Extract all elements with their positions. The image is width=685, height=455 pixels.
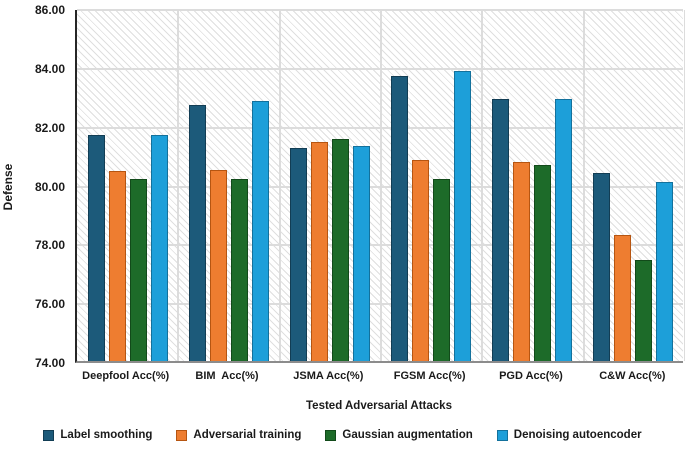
x-category-label: PGD Acc(%) (499, 370, 563, 382)
legend-item: Adversarial training (176, 429, 301, 441)
gridline (582, 10, 585, 361)
legend-label: Denoising autoencoder (513, 429, 642, 441)
bar (453, 71, 471, 361)
y-tick-label: 78.00 (34, 238, 65, 253)
bar (411, 159, 429, 361)
legend-swatch-icon (325, 429, 337, 441)
bar (188, 105, 206, 361)
bar (533, 165, 551, 361)
x-category-label: JSMA Acc(%) (293, 370, 364, 382)
legend-swatch-icon (43, 429, 55, 441)
bar (613, 234, 631, 361)
legend: Label smoothing Adversarial training Gauss… (0, 429, 685, 441)
legend-label: Gaussian augmentation (342, 429, 473, 441)
legend-swatch-icon (496, 429, 508, 441)
gridline (481, 10, 484, 361)
bar (209, 169, 227, 361)
bar (655, 181, 673, 361)
legend-label: Adversarial training (193, 429, 302, 441)
y-tick-label: 76.00 (34, 297, 65, 312)
gridline (177, 10, 180, 361)
legend-item: Label smoothing (43, 429, 152, 441)
legend-label: Label smoothing (60, 429, 153, 441)
bar (432, 178, 450, 361)
x-axis-title: Tested Adversarial Attacks (306, 400, 452, 412)
bar-group (77, 10, 178, 361)
plot-area (75, 9, 685, 363)
bar (230, 178, 248, 361)
bar (390, 75, 408, 361)
y-tick-label: 84.00 (34, 61, 65, 76)
bar (331, 138, 349, 361)
bar (352, 146, 370, 361)
y-tick-label: 80.00 (34, 179, 65, 194)
x-category-label: Deepfool Acc(%) (82, 370, 170, 382)
x-axis-category-labels: Deepfool Acc(%) BIM Acc(%) JSMA Acc(%) FGSM… (75, 370, 683, 382)
y-tick-label: 86.00 (34, 3, 65, 17)
x-category-label: FGSM Acc(%) (393, 370, 466, 382)
bar-groups (77, 10, 683, 361)
legend-item: Gaussian augmentation (325, 429, 473, 441)
legend-swatch-icon (176, 429, 188, 441)
bar (129, 178, 147, 361)
bar (289, 147, 307, 361)
bar-group (279, 10, 380, 361)
bar (251, 100, 269, 361)
legend-item: Denoising autoencoder (496, 429, 642, 441)
bar (592, 172, 610, 361)
bar-group (582, 10, 683, 361)
y-tick-label: 82.00 (34, 120, 65, 135)
bar-group (178, 10, 279, 361)
bar (512, 162, 530, 361)
bar (310, 141, 328, 361)
bar (87, 134, 105, 361)
bar (150, 134, 168, 361)
bar (634, 259, 652, 361)
bar-group (380, 10, 481, 361)
y-tick-label: 74.00 (34, 356, 65, 370)
gridline (278, 10, 281, 361)
y-axis-title: Defense (1, 163, 15, 211)
x-category-label: C&W Acc(%) (599, 370, 666, 382)
bar (108, 171, 126, 361)
bar (554, 99, 572, 361)
x-category-label: BIM Acc(%) (195, 370, 259, 382)
bar (491, 99, 509, 361)
bar-group (481, 10, 582, 361)
gridline (380, 10, 382, 361)
